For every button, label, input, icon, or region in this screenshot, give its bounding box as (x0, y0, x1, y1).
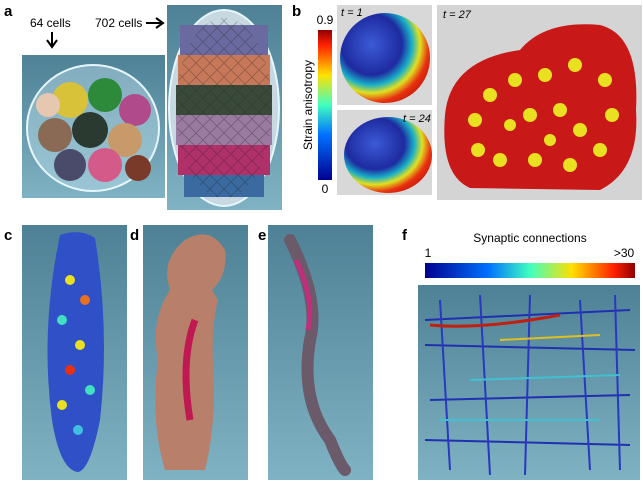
panel-c: c (4, 225, 127, 480)
embryo-cells (36, 78, 151, 182)
panel-b: b Strain anisotropy 0.9 0 t = 1 t = 24 t… (292, 3, 642, 200)
organ (182, 318, 199, 421)
annotation: 64 cells (30, 16, 71, 30)
colorbar-max: >30 (614, 246, 635, 260)
panel-a: a 64 cells 702 cells (4, 3, 282, 210)
colorbar-min: 1 (425, 246, 432, 260)
panel-d: d (130, 225, 248, 480)
panel-f: f Synaptic connections 1 >30 (402, 227, 640, 480)
image (268, 225, 373, 480)
time-label: t = 1 (341, 7, 363, 19)
tissue-cells (57, 275, 95, 435)
time-label: t = 24 (403, 113, 431, 125)
arrow (146, 17, 165, 29)
colorbar (425, 263, 635, 278)
panel-e: e (258, 225, 373, 480)
embryo-cells (176, 18, 272, 198)
tissue (47, 232, 104, 472)
sphere (340, 13, 430, 103)
sphere (344, 117, 432, 193)
tissue-cells (468, 58, 619, 172)
tissue (444, 24, 637, 191)
panel-label: b (292, 3, 301, 20)
annotation: 702 cells (95, 16, 142, 30)
colorbar-min: 0 (322, 182, 329, 196)
panel-label: a (4, 3, 13, 20)
arrow (46, 32, 58, 49)
panel-label: d (130, 227, 139, 244)
colorbar-max: 0.9 (317, 13, 334, 27)
panel-label: e (258, 227, 266, 244)
colorbar-title: Strain anisotropy (301, 60, 315, 150)
neurons (424, 294, 636, 476)
panel-label: c (4, 227, 12, 244)
organ (293, 258, 313, 331)
colorbar-title: Synaptic connections (473, 231, 586, 245)
colorbar (318, 30, 332, 180)
panel-label: f (402, 227, 408, 244)
time-label: t = 27 (443, 9, 472, 21)
